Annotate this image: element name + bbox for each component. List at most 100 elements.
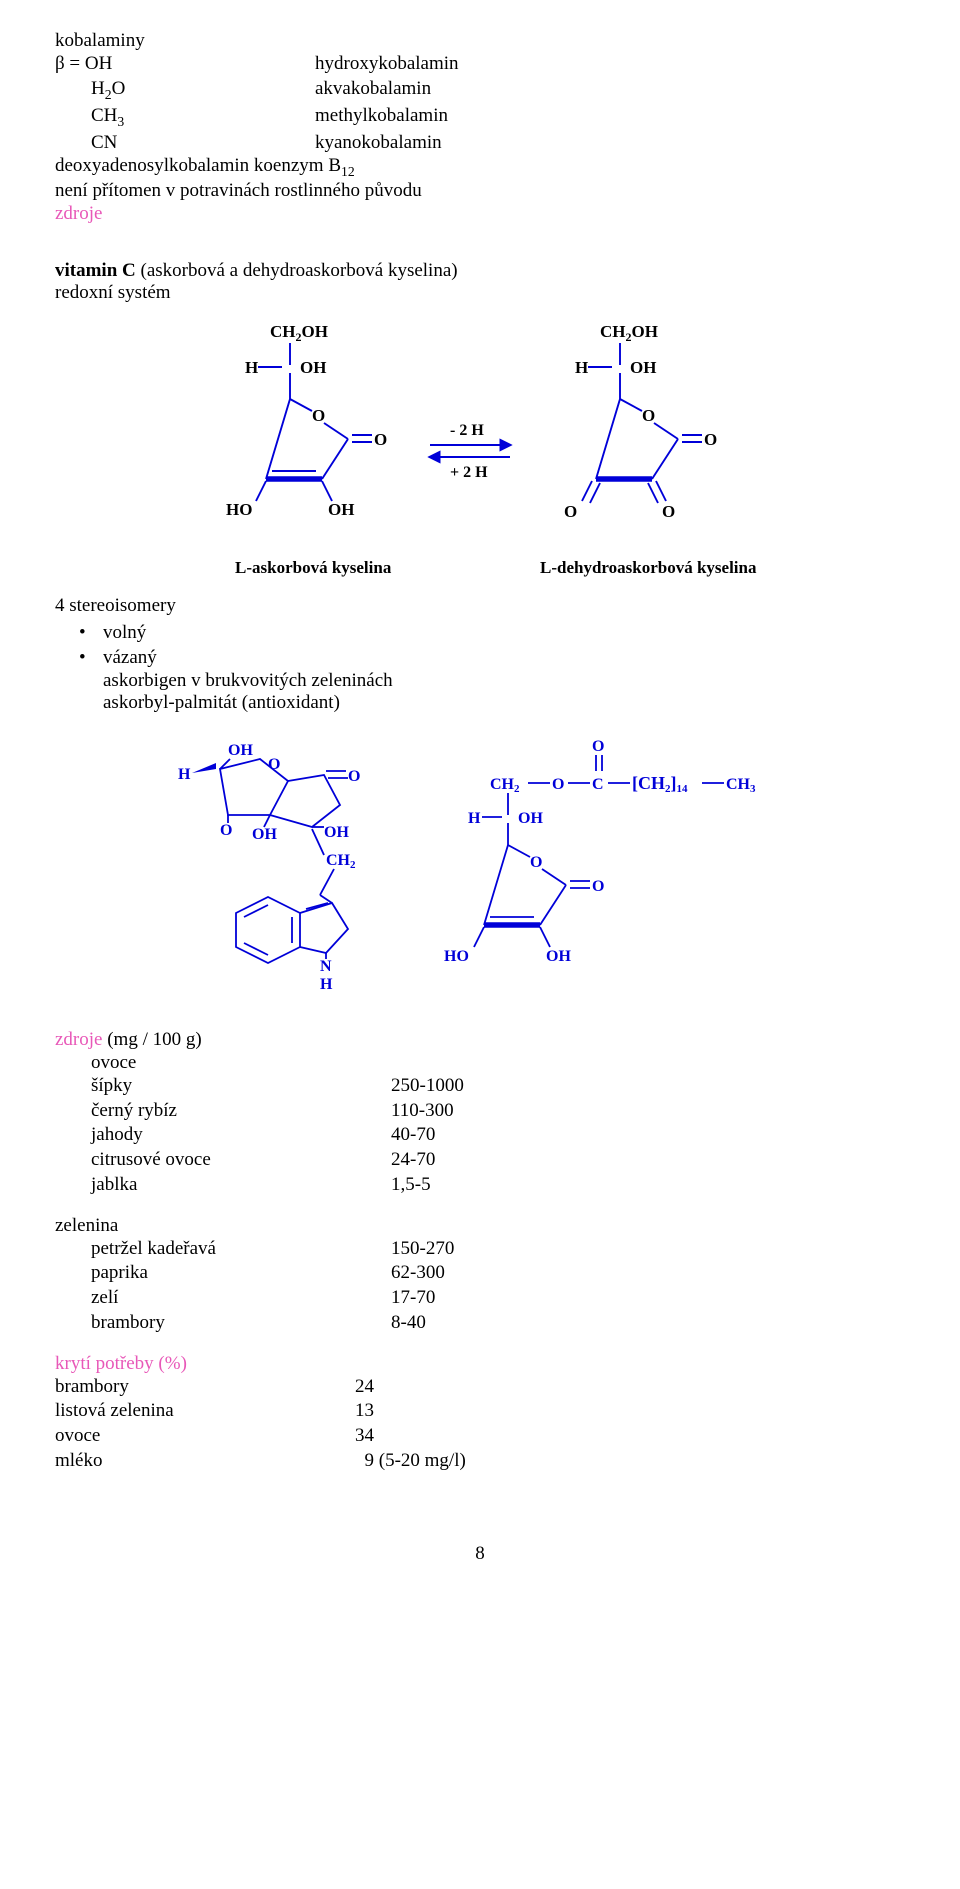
cn-lhs: CN: [91, 132, 315, 155]
askorbigen-line: askorbigen v brukvovitých zeleninách: [103, 670, 905, 693]
row-brambory-v: 8-40: [391, 1312, 905, 1335]
vitamin-c-bold: vitamin C: [55, 260, 136, 281]
cov-ovoce-l: ovoce: [55, 1425, 355, 1448]
row-petrzel-v: 150-270: [391, 1238, 905, 1261]
not-present-line: není přítomen v potravinách rostlinného …: [55, 180, 905, 203]
deoxy-text: deoxyadenosylkobalamin koenzym B: [55, 155, 341, 176]
ch3-lhs: CH3: [91, 105, 315, 130]
row-sipky-v: 250-1000: [391, 1075, 905, 1098]
cov-mleko-l: mléko: [55, 1450, 355, 1473]
lhs-oh1: OH: [300, 358, 326, 377]
sources-heading: zdroje (mg / 100 g): [55, 1029, 905, 1052]
ch3-sub: 3: [117, 114, 124, 129]
redox-scheme-figure: CH2OH H OH O O HO OH - 2 H + 2 H CH2OH H…: [55, 305, 905, 595]
rhs-o-ring: O: [642, 406, 655, 425]
row-citrus-v: 24-70: [391, 1149, 905, 1172]
pal-ho: HO: [444, 948, 469, 965]
lhs-oh2: OH: [328, 500, 354, 519]
pal-c: C: [592, 776, 604, 793]
cov-mleko-v: 9 (5-20 mg/l): [355, 1450, 905, 1473]
redox-line: redoxní systém: [55, 282, 905, 305]
row-rybiz-l: černý rybíz: [91, 1100, 391, 1123]
bullet-vazany: vázaný askorbigen v brukvovitých zelenin…: [73, 647, 905, 715]
ask-n: N: [320, 958, 332, 975]
plus-2h: + 2 H: [450, 464, 488, 481]
row-paprika-v: 62-300: [391, 1262, 905, 1285]
beta-oh-rhs: hydroxykobalamin: [315, 53, 905, 76]
bullet-volny-text: volný: [103, 622, 146, 643]
structures-svg: H OH O O O OH OH CH2 N H: [120, 719, 840, 1029]
row-petrzel-l: petržel kadeřavá: [91, 1238, 391, 1261]
ovoce-label: ovoce: [91, 1052, 905, 1075]
lhs-ch2oh: CH2OH: [270, 322, 328, 344]
h2o-o: O: [112, 78, 126, 99]
vitamin-c-rest: (askorbová a dehydroaskorbová kyselina): [136, 260, 458, 281]
pal-o-ring: O: [530, 854, 542, 871]
beta-substituent-table: β = OH hydroxykobalamin H2O akvakobalami…: [55, 53, 905, 155]
lhs-o-dbl: O: [374, 430, 387, 449]
row-citrus-l: citrusové ovoce: [91, 1149, 391, 1172]
h2o-rhs: akvakobalamin: [315, 78, 905, 103]
rhs-o-br: O: [662, 502, 675, 521]
redox-scheme-svg: CH2OH H OH O O HO OH - 2 H + 2 H CH2OH H…: [140, 305, 820, 595]
ask-oh1: OH: [228, 742, 253, 759]
pal-ch3: CH3: [726, 776, 756, 795]
lhs-o-ring: O: [312, 406, 325, 425]
cov-listova-v: 13: [355, 1400, 905, 1423]
caption-l-dehydro: L-dehydroaskorbová kyselina: [540, 558, 757, 577]
h2o-h: H: [91, 78, 105, 99]
minus-2h: - 2 H: [450, 422, 484, 439]
ask-oh3: OH: [324, 824, 349, 841]
row-zeli-v: 17-70: [391, 1287, 905, 1310]
row-jablka-l: jablka: [91, 1174, 391, 1197]
caption-l-ascorbic: L-askorbová kyselina: [235, 558, 392, 577]
row-jahody-l: jahody: [91, 1124, 391, 1147]
bullet-volny: volný: [73, 622, 905, 645]
structures-figure: H OH O O O OH OH CH2 N H: [55, 719, 905, 1029]
zdroje-heading-top: zdroje: [55, 203, 905, 226]
cov-brambory-v: 24: [355, 1376, 905, 1399]
coverage-heading: krytí potřeby (%): [55, 1353, 905, 1376]
rhs-oh1: OH: [630, 358, 656, 377]
ask-ch2: CH2: [326, 852, 356, 871]
rhs-ch2oh: CH2OH: [600, 322, 658, 344]
lhs-ho: HO: [226, 500, 252, 519]
ask-odbl: O: [348, 768, 360, 785]
deoxyadenosyl-line: deoxyadenosylkobalamin koenzym B12: [55, 155, 905, 180]
rhs-h: H: [575, 358, 588, 377]
b12-sub: 12: [341, 164, 355, 179]
pal-h: H: [468, 810, 481, 827]
page-number: 8: [55, 1543, 905, 1566]
row-sipky-l: šípky: [91, 1075, 391, 1098]
row-zeli-l: zelí: [91, 1287, 391, 1310]
sources-heading-pink: zdroje: [55, 1029, 102, 1050]
pal-ch2a: CH2: [490, 776, 520, 795]
stereoisomery-bullets: volný vázaný askorbigen v brukvovitých z…: [73, 622, 905, 715]
pal-o1: O: [552, 776, 564, 793]
fruit-table: šípky 250-1000 černý rybíz 110-300 jahod…: [91, 1075, 905, 1197]
ch3-rhs: methylkobalamin: [315, 105, 905, 130]
row-rybiz-v: 110-300: [391, 1100, 905, 1123]
cov-listova-l: listová zelenina: [55, 1400, 355, 1423]
row-paprika-l: paprika: [91, 1262, 391, 1285]
sources-heading-tail: (mg / 100 g): [102, 1029, 201, 1050]
cov-brambory-l: brambory: [55, 1376, 355, 1399]
row-jahody-v: 40-70: [391, 1124, 905, 1147]
ask-nh: H: [320, 976, 333, 993]
kobalaminy-header: kobalaminy: [55, 30, 905, 53]
h2o-lhs: H2O: [91, 78, 315, 103]
cn-rhs: kyanokobalamin: [315, 132, 905, 155]
lhs-h: H: [245, 358, 258, 377]
pal-odbl: O: [592, 738, 604, 755]
pal-oh2: OH: [546, 948, 571, 965]
stereoisomery-line: 4 stereoisomery: [55, 595, 905, 618]
rhs-o-bl: O: [564, 502, 577, 521]
ch3-ch: CH: [91, 105, 117, 126]
ask-o2: O: [220, 822, 232, 839]
ask-h1: H: [178, 766, 191, 783]
coverage-table: brambory 24 listová zelenina 13 ovoce 34…: [55, 1376, 905, 1473]
rhs-o-dbl1: O: [704, 430, 717, 449]
pal-odbl2: O: [592, 878, 604, 895]
h2o-sub: 2: [105, 86, 112, 101]
pal-oh1: OH: [518, 810, 543, 827]
